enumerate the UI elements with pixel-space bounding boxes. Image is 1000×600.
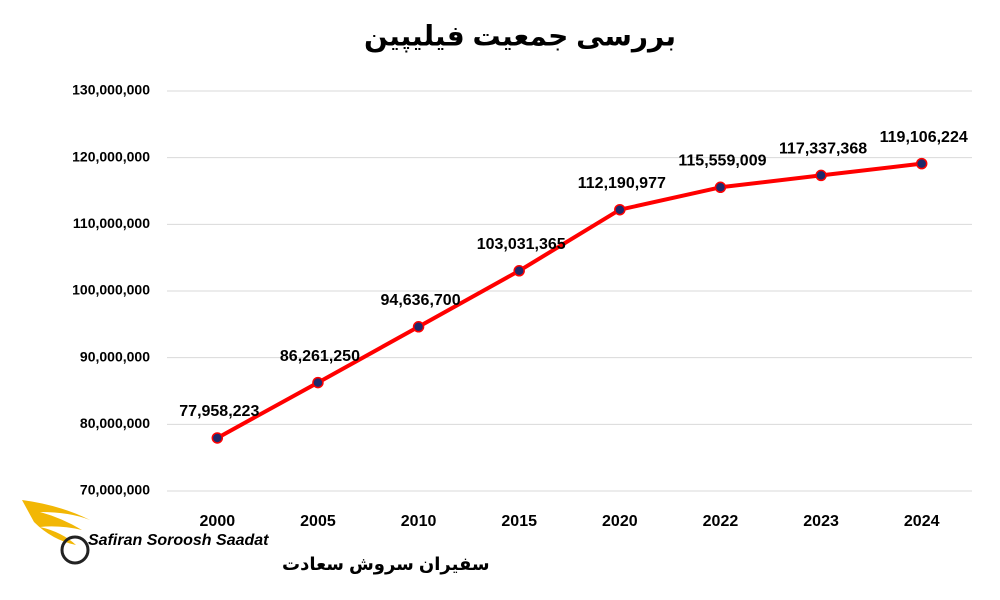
y-tick-label: 110,000,000 (73, 215, 150, 231)
y-tick-label: 100,000,000 (72, 282, 150, 298)
y-tick-label: 130,000,000 (72, 82, 150, 98)
x-tick-label: 2005 (300, 513, 336, 530)
value-label: 117,337,368 (779, 141, 867, 158)
marker (211, 432, 224, 444)
marker (915, 157, 928, 170)
line (216, 161, 922, 440)
x-tick-label: 2010 (401, 513, 437, 530)
logo: Safiran Soroosh Saadat سفیران سروش سعادت (22, 500, 490, 575)
y-tick-label: 70,000,000 (80, 482, 150, 498)
value-label: 103,031,365 (477, 236, 566, 253)
value-label: 86,261,250 (280, 348, 360, 365)
logo-name-en: Safiran Soroosh Saadat (88, 532, 269, 549)
x-tick-label: 2015 (501, 513, 537, 530)
value-label: 119,106,224 (880, 129, 968, 146)
marker (312, 376, 324, 389)
value-label: 77,958,223 (179, 403, 259, 420)
x-tick-label: 2024 (904, 513, 940, 530)
x-tick-label: 2022 (703, 513, 739, 530)
marker (412, 321, 425, 333)
value-label: 115,559,009 (678, 152, 766, 169)
x-tick-label: 2020 (602, 513, 638, 530)
x-tick-label: 2000 (200, 513, 236, 530)
marker (815, 169, 827, 182)
marker (513, 265, 525, 277)
chart-title: بررسی جمعیت فیلیپین (364, 20, 676, 52)
y-tick-label: 120,000,000 (72, 148, 150, 164)
logo-circle (60, 535, 90, 565)
value-label: 112,190,977 (578, 175, 666, 192)
value-label: 94,636,700 (381, 292, 461, 309)
marker (714, 181, 727, 194)
marker (614, 203, 626, 216)
x-tick-label: 2023 (803, 513, 839, 530)
y-tick-label: 90,000,000 (80, 348, 150, 364)
y-tick-label: 80,000,000 (80, 415, 150, 431)
logo-wing (22, 500, 90, 545)
logo-name-fa: سفیران سروش سعادت (282, 554, 490, 575)
